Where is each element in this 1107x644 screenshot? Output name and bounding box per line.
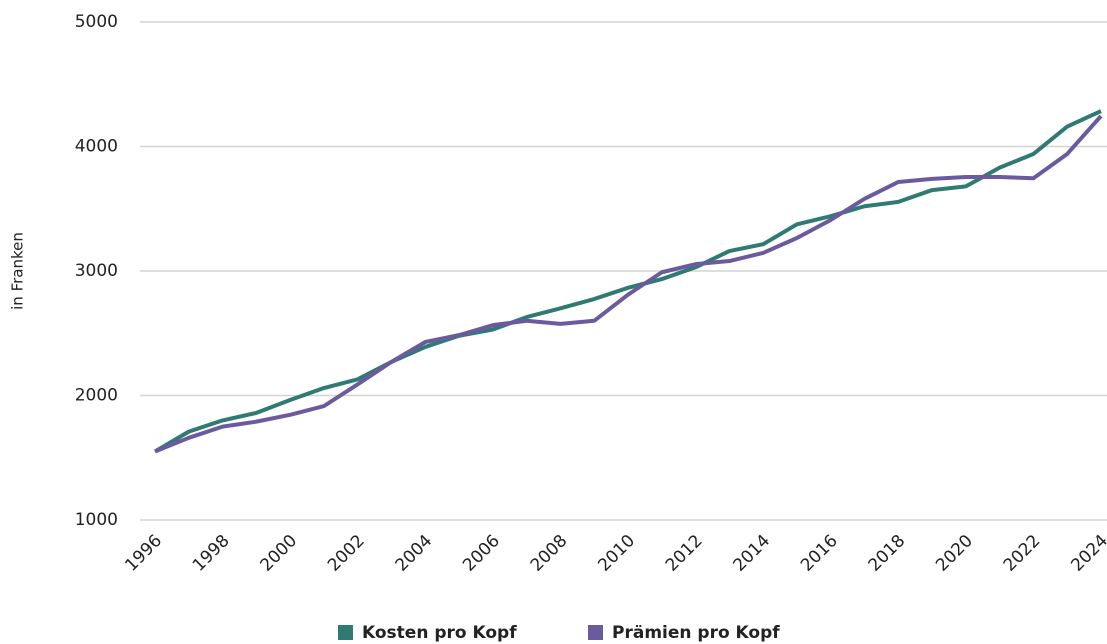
y-tick-label: 4000 [75,137,118,157]
x-tick-label: 2008 [527,531,572,576]
x-tick-label: 1996 [121,531,166,576]
y-tick-label: 1000 [75,510,118,530]
x-tick-label: 2020 [932,531,977,576]
y-axis-label: in Franken [9,232,27,310]
series-line [154,114,1103,454]
series-line [153,109,1102,454]
x-tick-label: 1998 [189,531,234,576]
y-tick-label: 2000 [75,386,118,406]
y-tick-label: 3000 [75,261,118,281]
x-tick-label: 2006 [459,531,504,576]
x-tick-label: 2012 [662,531,707,576]
x-tick-label: 2002 [324,531,369,576]
x-tick-label: 2014 [729,531,774,576]
x-tick-label: 2004 [392,531,437,576]
y-tick-label: 5000 [75,12,118,32]
x-tick-label: 2022 [1000,531,1045,576]
x-tick-label: 2010 [594,531,639,576]
x-tick-label: 2018 [865,531,910,576]
x-tick-label: 2016 [797,531,842,576]
legend-swatch [338,625,353,640]
x-tick-label: 2000 [256,531,301,576]
x-tick-label: 2024 [1067,531,1107,576]
legend-swatch [588,625,603,640]
legend-label: Prämien pro Kopf [612,623,780,643]
legend-label: Kosten pro Kopf [362,623,517,643]
